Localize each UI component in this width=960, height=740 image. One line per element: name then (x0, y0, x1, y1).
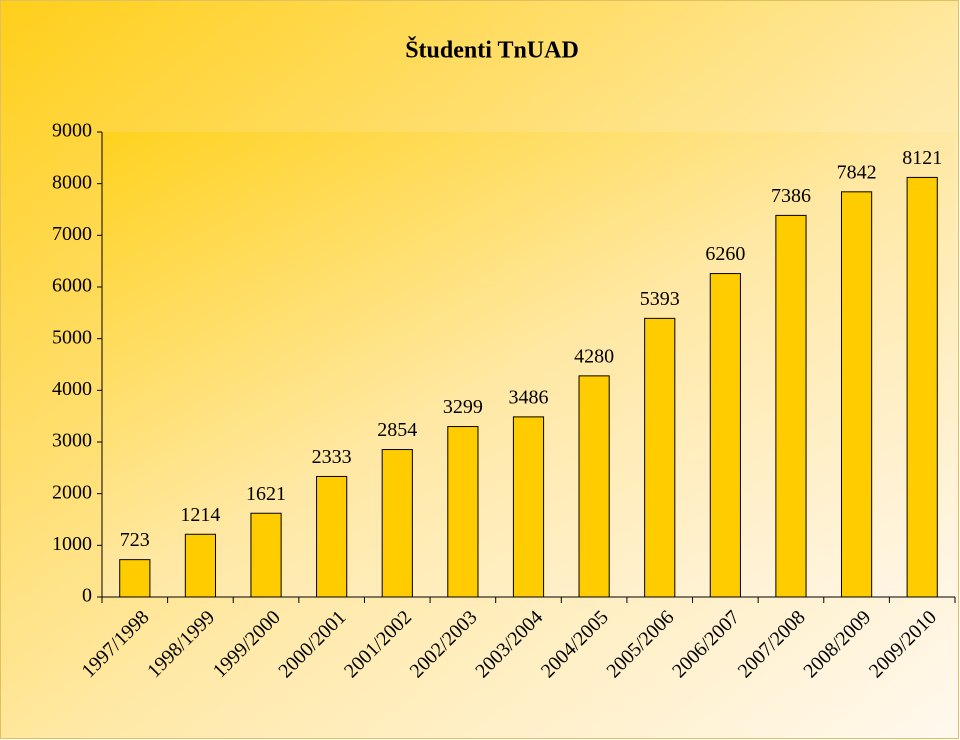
y-tick-label: 1000 (52, 533, 92, 555)
data-label: 2854 (377, 419, 417, 441)
bar (184, 533, 217, 598)
bar (644, 317, 676, 598)
y-tick-label: 9000 (52, 120, 92, 142)
y-tick-label: 4000 (52, 378, 92, 400)
data-label: 3486 (509, 386, 549, 408)
data-label: 7386 (771, 185, 811, 207)
y-tick-label: 6000 (52, 275, 92, 297)
bar (447, 426, 479, 598)
data-label: 1621 (246, 483, 286, 505)
y-tick-label: 5000 (52, 326, 92, 348)
y-tick-label: 2000 (52, 481, 92, 503)
data-label: 1214 (180, 504, 220, 526)
bar (709, 273, 741, 598)
data-label: 8121 (902, 147, 942, 169)
data-label: 7842 (837, 161, 877, 183)
data-label: 723 (120, 529, 150, 551)
chart-title: Študenti TnUAD (405, 37, 579, 64)
bar (250, 512, 282, 598)
data-label: 4280 (574, 345, 614, 367)
data-label: 3299 (443, 396, 483, 418)
bar (119, 559, 151, 598)
bar (578, 375, 610, 598)
y-tick-label: 8000 (52, 171, 92, 193)
bar (381, 449, 413, 598)
bar (775, 214, 807, 598)
data-label: 5393 (640, 288, 680, 310)
y-tick-label: 0 (82, 585, 92, 607)
data-label: 6260 (705, 243, 745, 265)
bar (840, 191, 873, 598)
bar (906, 176, 938, 598)
bar (316, 475, 348, 598)
data-label: 2333 (312, 446, 352, 468)
bar (512, 416, 545, 598)
y-tick-label: 3000 (52, 430, 92, 452)
y-tick-label: 7000 (52, 223, 92, 245)
